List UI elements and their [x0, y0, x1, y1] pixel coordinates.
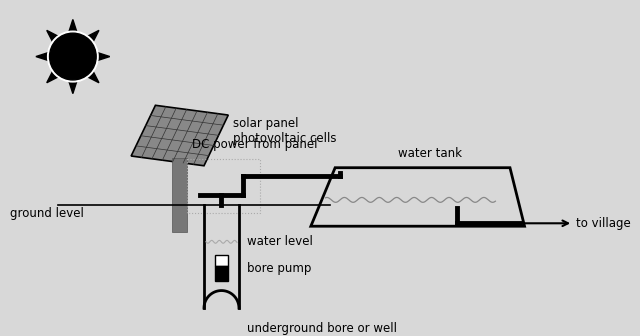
Bar [188, 159, 260, 213]
Text: bore pump: bore pump [247, 262, 311, 275]
Text: water level: water level [247, 235, 312, 248]
Text: underground bore or well: underground bore or well [247, 322, 397, 335]
Circle shape [47, 31, 98, 82]
Text: ground level: ground level [10, 207, 84, 220]
Bar [214, 255, 228, 266]
Text: to village: to village [576, 217, 631, 230]
Polygon shape [36, 19, 110, 94]
Text: water tank: water tank [398, 147, 462, 160]
Text: solar panel
photovoltaic cells: solar panel photovoltaic cells [233, 117, 337, 145]
Circle shape [49, 33, 96, 80]
Text: DC power from panel: DC power from panel [193, 138, 318, 151]
Bar [214, 266, 228, 281]
Polygon shape [131, 105, 228, 166]
Bar [172, 158, 188, 232]
